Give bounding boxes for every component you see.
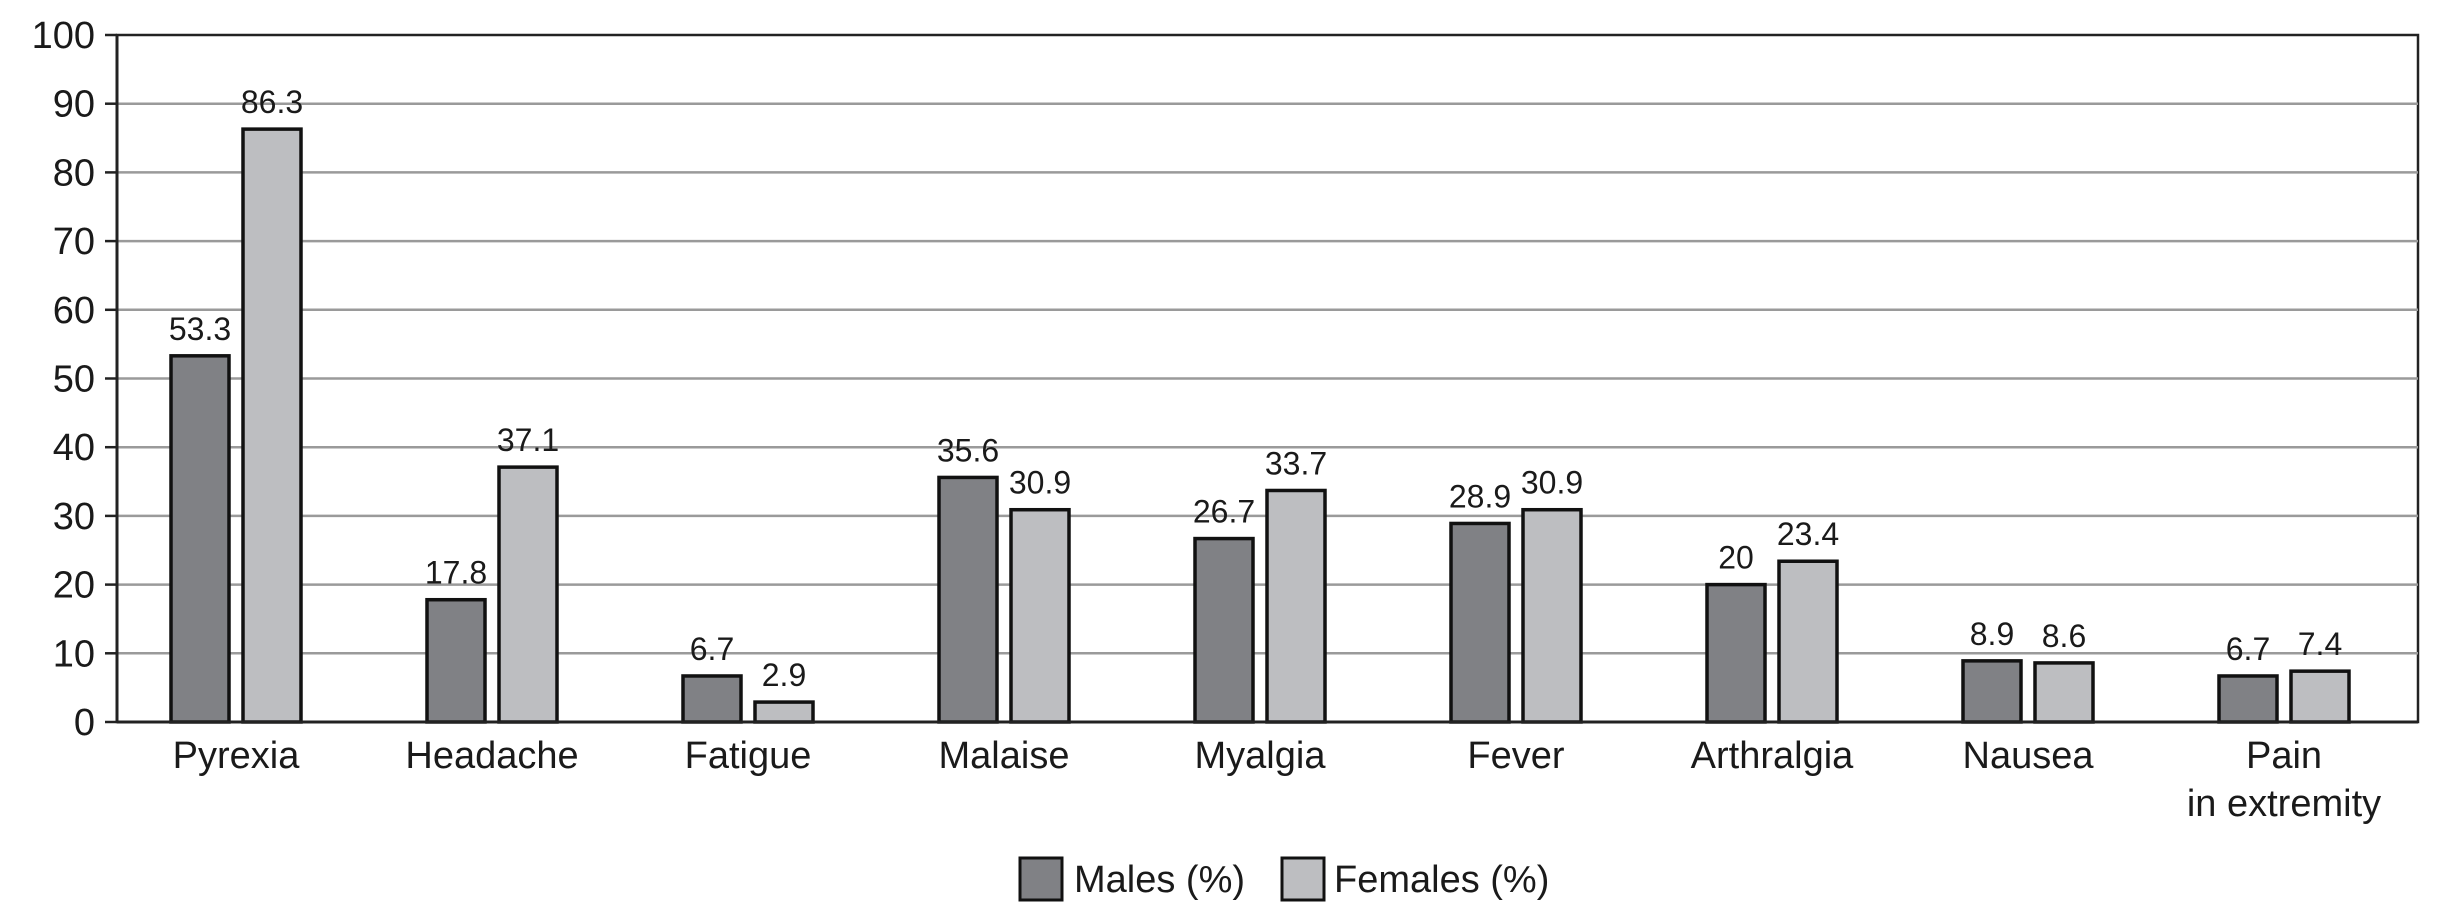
x-tick-label: Malaise xyxy=(939,735,1070,777)
data-label: 30.9 xyxy=(1521,465,1583,501)
bar xyxy=(753,700,815,724)
bar xyxy=(425,597,487,724)
bars xyxy=(169,127,2351,724)
legend-label: Males (%) xyxy=(1074,859,1245,901)
y-tick-label: 50 xyxy=(53,359,95,401)
bar xyxy=(1521,507,1583,724)
bar xyxy=(937,475,999,724)
x-tick-label-line: Fever xyxy=(1467,735,1564,777)
bar xyxy=(2217,674,2279,724)
data-label: 53.3 xyxy=(169,311,231,347)
x-tick-label: Arthralgia xyxy=(1691,735,1854,777)
bar xyxy=(1009,507,1071,724)
y-tick-label: 20 xyxy=(53,565,95,607)
y-tick-label: 30 xyxy=(53,496,95,538)
y-tick-label: 0 xyxy=(74,702,95,744)
x-tick-label-line: in extremity xyxy=(2187,783,2381,825)
y-tick-label: 60 xyxy=(53,290,95,332)
bar xyxy=(1777,559,1839,724)
data-label: 8.6 xyxy=(2042,618,2086,654)
bar xyxy=(169,354,231,724)
x-tick-label-line: Headache xyxy=(405,735,578,777)
data-label: 26.7 xyxy=(1193,494,1255,530)
x-tick-label: Headache xyxy=(405,735,578,777)
x-tick-label: Pyrexia xyxy=(173,735,301,777)
y-axis-ticks: 0 10 20 30 40 50 60 70 80 90 100 xyxy=(32,15,117,744)
legend: Males (%) Females (%) xyxy=(1018,856,1549,902)
y-tick-label: 40 xyxy=(53,427,95,469)
x-tick-label-line: Pain xyxy=(2246,735,2322,777)
y-tick-label: 90 xyxy=(53,84,95,126)
data-label: 6.7 xyxy=(2226,631,2270,667)
bar xyxy=(241,127,303,724)
y-tick-label: 100 xyxy=(32,15,95,57)
x-tick-label: Fever xyxy=(1467,735,1564,777)
x-tick-label-line: Pyrexia xyxy=(173,735,301,777)
y-tick-label: 80 xyxy=(53,152,95,194)
data-label: 7.4 xyxy=(2298,626,2342,662)
x-tick-label: Nausea xyxy=(1963,735,2095,777)
bar xyxy=(2289,669,2351,724)
data-label: 23.4 xyxy=(1777,516,1839,552)
data-label: 33.7 xyxy=(1265,445,1327,481)
bar xyxy=(1449,521,1511,724)
bar xyxy=(1705,582,1767,724)
x-tick-label-line: Malaise xyxy=(939,735,1070,777)
data-label: 6.7 xyxy=(690,631,734,667)
y-tick-label: 70 xyxy=(53,221,95,263)
x-tick-label-line: Arthralgia xyxy=(1691,735,1854,777)
data-label: 35.6 xyxy=(937,432,999,468)
bar xyxy=(1265,488,1327,724)
data-label: 20 xyxy=(1718,540,1754,576)
x-tick-label: Fatigue xyxy=(685,735,812,777)
data-label: 86.3 xyxy=(241,84,303,120)
data-label: 8.9 xyxy=(1970,616,2014,652)
data-label: 37.1 xyxy=(497,422,559,458)
legend-swatch xyxy=(1018,856,1064,902)
x-axis-labels: Pyrexia Headache Fatigue Malaise Myalgia Feve… xyxy=(173,735,2382,825)
bar xyxy=(2033,661,2095,724)
data-label: 2.9 xyxy=(762,657,806,693)
legend-swatch xyxy=(1280,856,1326,902)
data-label: 17.8 xyxy=(425,555,487,591)
data-label: 28.9 xyxy=(1449,478,1511,514)
bar xyxy=(497,465,559,724)
data-label: 30.9 xyxy=(1009,465,1071,501)
bar xyxy=(681,674,743,724)
x-tick-label-line: Myalgia xyxy=(1195,735,1327,777)
bar xyxy=(1961,659,2023,724)
x-tick-label: Myalgia xyxy=(1195,735,1327,777)
x-tick-label: Pain in extremity xyxy=(2187,735,2381,825)
legend-label: Females (%) xyxy=(1334,859,1549,901)
bar xyxy=(1193,536,1255,724)
x-tick-label-line: Fatigue xyxy=(685,735,812,777)
data-labels: 53.3 86.3 17.8 37.1 6.7 2.9 35.6 30.9 26.7 33.7 28… xyxy=(169,84,2342,693)
x-tick-label-line: Nausea xyxy=(1963,735,2095,777)
y-tick-label: 10 xyxy=(53,633,95,675)
